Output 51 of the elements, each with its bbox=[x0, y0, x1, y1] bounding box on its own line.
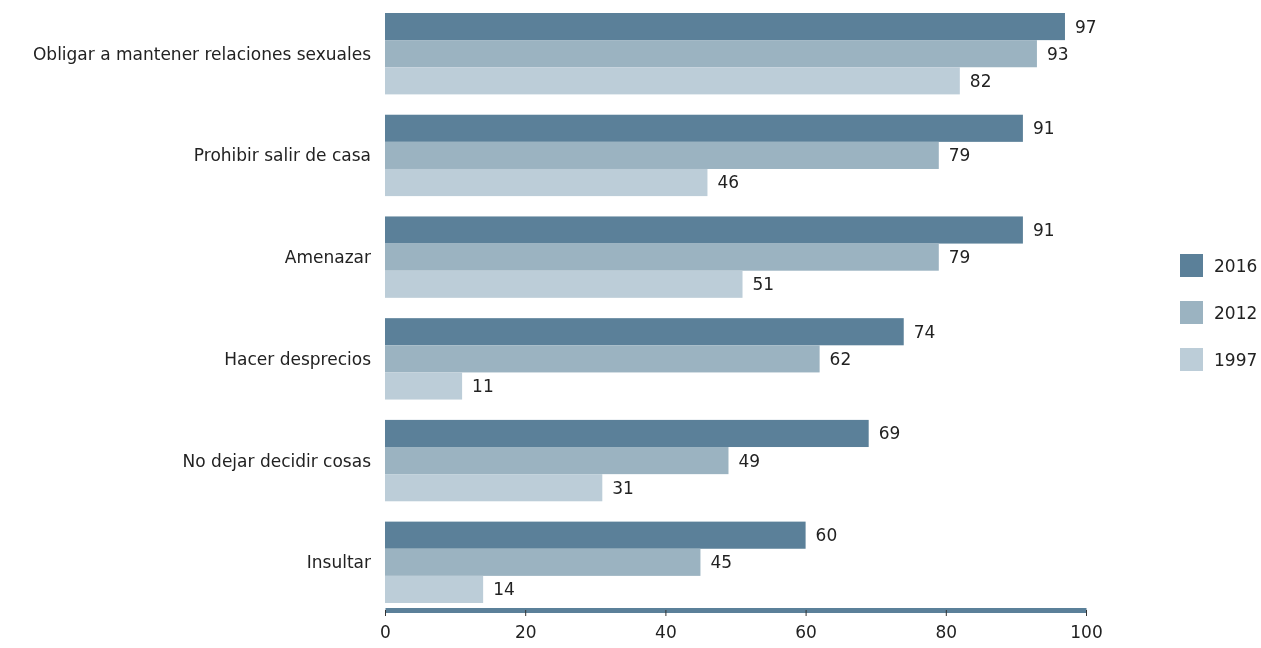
y-tick-label: Prohibir salir de casa bbox=[193, 145, 371, 166]
data-label: 51 bbox=[752, 274, 775, 295]
data-label: 60 bbox=[815, 525, 838, 546]
y-tick-label: Amenazar bbox=[284, 247, 372, 268]
data-label: 69 bbox=[878, 423, 901, 444]
data-label: 14 bbox=[493, 579, 515, 600]
bar bbox=[385, 114, 1023, 142]
bar bbox=[385, 141, 939, 169]
bar bbox=[385, 318, 904, 346]
bar bbox=[385, 243, 939, 271]
bar bbox=[385, 548, 701, 576]
data-label: 91 bbox=[1032, 118, 1055, 139]
bar bbox=[385, 372, 463, 400]
bar bbox=[385, 447, 729, 475]
bar bbox=[385, 419, 869, 448]
x-tick-label: 40 bbox=[655, 621, 677, 642]
legend-label: 1997 bbox=[1214, 349, 1258, 370]
data-label: 74 bbox=[913, 321, 936, 342]
data-label: 82 bbox=[969, 70, 992, 91]
y-tick-label: Hacer desprecios bbox=[224, 348, 372, 369]
bar bbox=[385, 13, 1065, 41]
y-tick-label: Insultar bbox=[306, 552, 372, 573]
bar bbox=[385, 474, 603, 502]
bar bbox=[385, 345, 820, 373]
data-label: 91 bbox=[1032, 219, 1055, 240]
data-label: 46 bbox=[717, 172, 740, 193]
data-label: 97 bbox=[1074, 16, 1097, 37]
x-tick-label: 0 bbox=[380, 621, 391, 642]
data-label: 11 bbox=[472, 375, 494, 396]
y-tick-label: Obligar a mantener relaciones sexuales bbox=[32, 43, 372, 64]
bar bbox=[385, 168, 708, 197]
bar bbox=[385, 40, 1037, 68]
data-label: 93 bbox=[1046, 43, 1069, 64]
data-label: 31 bbox=[612, 477, 634, 498]
x-tick-label: 80 bbox=[935, 621, 958, 642]
bar bbox=[385, 216, 1023, 244]
data-label: 49 bbox=[738, 450, 761, 471]
data-label: 79 bbox=[948, 145, 971, 166]
x-tick-label: 20 bbox=[514, 621, 537, 642]
bar bbox=[385, 270, 743, 298]
data-label: 79 bbox=[948, 247, 971, 268]
x-tick-label: 100 bbox=[1070, 621, 1103, 642]
x-tick-label: 60 bbox=[795, 621, 817, 642]
bar bbox=[385, 521, 806, 549]
bar bbox=[385, 67, 960, 95]
data-label: 45 bbox=[710, 552, 733, 573]
data-label: 62 bbox=[829, 348, 852, 369]
y-tick-label: No dejar decidir cosas bbox=[182, 450, 372, 471]
bar bbox=[385, 575, 484, 603]
legend-label: 2012 bbox=[1214, 302, 1258, 323]
legend-label: 2016 bbox=[1214, 255, 1258, 276]
